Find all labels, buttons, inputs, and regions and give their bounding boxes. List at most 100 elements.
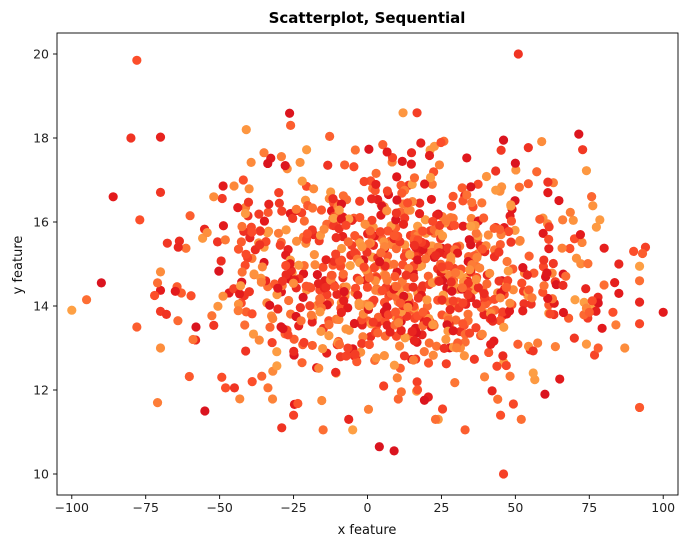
scatter-point — [274, 188, 284, 198]
scatter-point — [397, 188, 407, 198]
scatter-point — [437, 295, 447, 305]
scatter-point — [237, 221, 247, 232]
scatter-point — [152, 278, 163, 288]
x-tick-label: 0 — [364, 500, 372, 515]
scatter-point — [273, 304, 283, 314]
scatter-point — [307, 203, 318, 213]
scatter-point — [373, 328, 383, 338]
scatter-point — [551, 279, 561, 290]
scatter-point — [515, 235, 525, 246]
x-tick-label: 75 — [581, 500, 597, 515]
scatter-point — [371, 168, 381, 178]
scatter-point — [513, 339, 523, 349]
scatter-point — [434, 276, 444, 286]
scatter-point — [620, 343, 630, 353]
scatter-point — [379, 381, 389, 391]
scatter-point — [523, 143, 533, 153]
scatter-point — [341, 220, 351, 230]
scatter-point — [348, 425, 358, 435]
scatter-point — [558, 215, 568, 225]
scatter-point — [218, 181, 228, 191]
scatter-point — [238, 175, 248, 185]
scatter-point — [184, 371, 194, 382]
scatter-point — [155, 187, 166, 197]
scatter-point — [589, 350, 600, 360]
scatter-point — [555, 374, 565, 384]
x-tick-label: 50 — [507, 500, 523, 515]
scatter-point — [247, 227, 257, 237]
scatter-point — [316, 326, 326, 336]
scatter-point — [477, 329, 487, 339]
scatter-point — [382, 320, 392, 330]
scatter-point — [268, 313, 278, 324]
scatter-point — [273, 228, 284, 238]
scatter-point — [450, 378, 460, 388]
scatter-point — [508, 285, 518, 295]
scatter-point — [338, 191, 348, 201]
scatter-point — [241, 125, 251, 135]
x-tick-label: −100 — [55, 500, 89, 515]
scatter-point — [591, 222, 601, 232]
scatter-point — [493, 394, 503, 404]
y-tick-label: 16 — [33, 215, 49, 230]
scatter-point — [403, 205, 414, 215]
scatter-point — [599, 280, 609, 290]
scatter-point — [289, 346, 299, 356]
scatter-point — [414, 209, 425, 219]
scatter-point — [416, 138, 426, 148]
scatter-point — [383, 310, 393, 320]
scatter-point — [496, 145, 506, 155]
scatter-point — [505, 298, 515, 308]
scatter-point — [319, 224, 329, 234]
scatter-point — [458, 298, 468, 308]
scatter-point — [216, 256, 226, 266]
scatter-point — [301, 281, 311, 291]
scatter-point — [486, 339, 496, 350]
scatter-point — [524, 285, 534, 295]
scatter-point — [155, 267, 166, 277]
scatter-point — [599, 243, 609, 253]
scatter-point — [233, 306, 243, 316]
scatter-point — [334, 224, 344, 234]
scatter-point — [449, 220, 460, 230]
x-axis: −100 −75 −50 −25 0 25 50 75 100 — [55, 495, 675, 515]
scatter-point — [522, 270, 532, 280]
scatter-point — [571, 253, 582, 263]
scatter-point — [277, 206, 287, 216]
scatter-point — [229, 181, 239, 191]
scatter-point — [538, 228, 548, 238]
scatter-point — [484, 347, 494, 358]
scatter-point — [495, 239, 505, 250]
scatter-point — [81, 295, 92, 305]
scatter-point — [495, 410, 506, 420]
scatter-point — [248, 329, 259, 339]
scatter-point — [581, 284, 591, 294]
scatter-point — [462, 190, 472, 200]
scatter-point — [448, 296, 458, 306]
scatter-point — [471, 299, 482, 309]
scatter-point — [233, 203, 243, 213]
scatter-point — [191, 322, 201, 332]
scatter-point — [485, 268, 495, 278]
scatter-point — [537, 136, 547, 147]
scatter-point — [419, 347, 429, 357]
scatter-point — [634, 276, 645, 286]
scatter-point — [233, 244, 244, 254]
scatter-point — [441, 334, 451, 344]
scatter-point — [350, 145, 360, 155]
scatter-point — [273, 283, 283, 293]
scatter-point — [523, 179, 533, 189]
scatter-point — [451, 315, 461, 325]
scatter-point — [412, 385, 423, 395]
scatter-point — [173, 242, 183, 252]
scatter-point — [634, 319, 645, 329]
scatter-point — [334, 314, 344, 325]
scatter-point — [334, 205, 344, 215]
scatter-point — [343, 237, 353, 247]
scatter-point — [339, 296, 349, 306]
scatter-point — [510, 158, 520, 168]
scatter-point — [477, 244, 487, 254]
scatter-point — [409, 173, 420, 183]
scatter-point — [338, 269, 348, 279]
scatter-point — [542, 268, 552, 278]
